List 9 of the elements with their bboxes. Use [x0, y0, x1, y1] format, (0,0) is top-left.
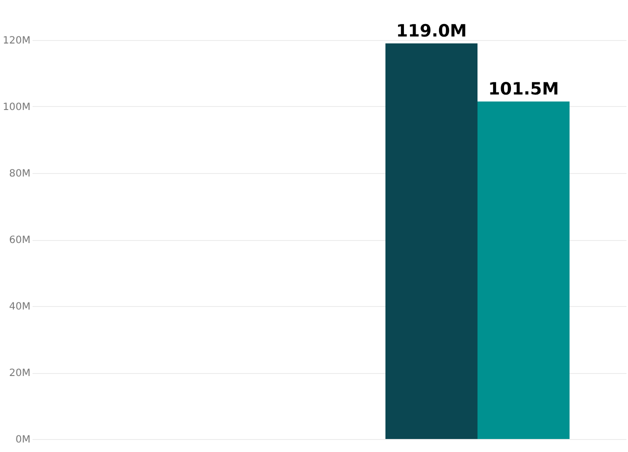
y-tick-label: 20M — [9, 368, 30, 379]
y-tick-label: 0M — [16, 434, 30, 446]
y-tick-label: 100M — [2, 102, 30, 113]
data-label: 119.0M — [396, 21, 467, 42]
y-tick-label: 60M — [9, 235, 30, 246]
y-tick-label: 40M — [9, 302, 30, 312]
data-label: 101.5M — [488, 80, 559, 100]
y-tick-label: 120M — [2, 36, 30, 46]
y-tick-label: 80M — [9, 168, 30, 180]
